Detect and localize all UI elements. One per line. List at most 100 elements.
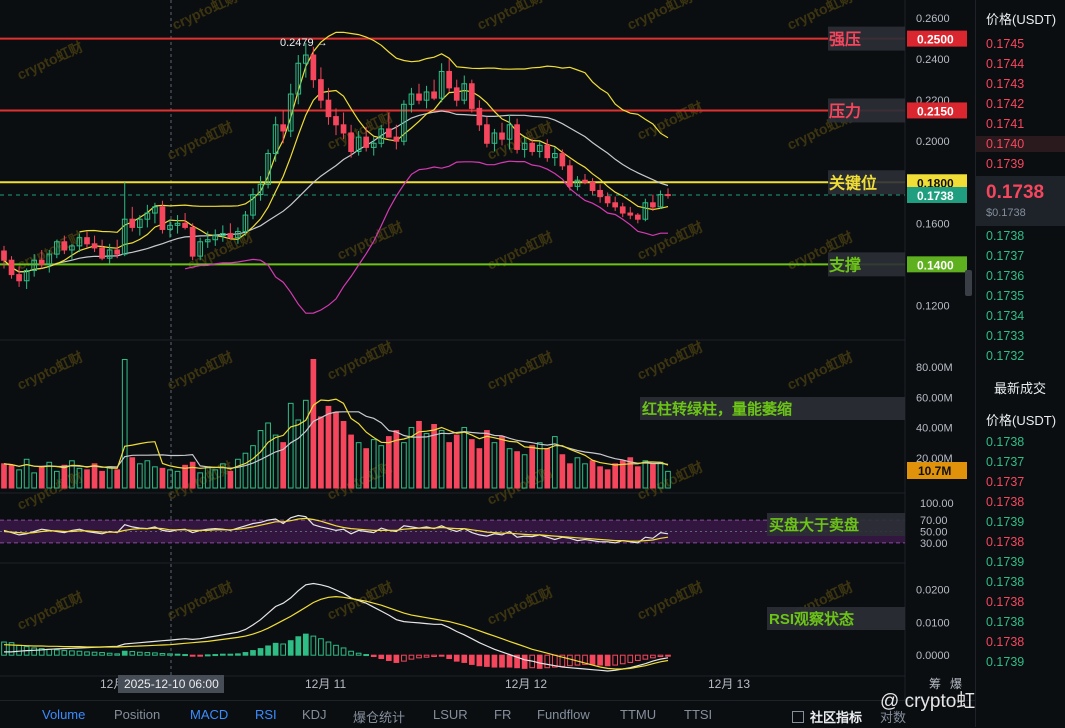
price-scale-handle[interactable] [965, 270, 972, 296]
macd-axis-tick: 0.0100 [916, 617, 950, 629]
ask-row[interactable]: 0.1744 [986, 57, 1025, 71]
tab-lsur[interactable]: LSUR [433, 707, 468, 722]
watermark: crypto虹财 [165, 118, 236, 162]
bid-row[interactable]: 0.1734 [986, 309, 1025, 323]
volume-bar [272, 434, 279, 489]
candle-body [657, 194, 664, 208]
candle-body [348, 132, 354, 152]
candle-body [468, 83, 475, 109]
macd-histogram-bar [227, 653, 234, 656]
macd-histogram-bar [401, 654, 407, 662]
candle-body [318, 79, 324, 101]
tab-rsi[interactable]: RSI [255, 707, 277, 722]
macd-histogram-bar [634, 654, 641, 661]
candle-body [536, 144, 543, 152]
candle-body [423, 91, 430, 101]
volume-bar [197, 472, 204, 489]
candle-body [265, 153, 271, 185]
volume-bar [604, 469, 611, 489]
candle-body [574, 179, 581, 187]
ask-row[interactable]: 0.1742 [986, 97, 1025, 111]
log-scale-toggle[interactable]: 对数 [880, 710, 907, 725]
volume-bar [318, 416, 324, 489]
volume-bar [106, 466, 113, 489]
macd-histogram-bar [340, 647, 347, 656]
macd-histogram-bar [257, 648, 264, 656]
volume-bar [544, 448, 551, 489]
bid-row[interactable]: 0.1738 [986, 229, 1025, 243]
volume-bar [499, 436, 505, 489]
macd-annotation: RSI观察状态 [769, 610, 854, 628]
tab-fr[interactable]: FR [494, 707, 512, 722]
volume-bar [506, 448, 513, 489]
candle-body [242, 214, 249, 233]
bid-row[interactable]: 0.1736 [986, 269, 1025, 283]
macd-histogram-bar [129, 651, 136, 656]
volume-bar [38, 466, 45, 489]
tab-position[interactable]: Position [114, 707, 161, 722]
tab-volume[interactable]: Volume [42, 707, 86, 722]
tab-liquidation-stats[interactable]: 爆仓统计 [353, 710, 406, 725]
volume-axis-tick: 40.00M [916, 423, 953, 435]
candle-body [69, 245, 75, 251]
price-chart-canvas[interactable]: crypto虹财 crypto虹财 crypto虹财 crypto虹财 crypto虹财… [0, 0, 975, 700]
bid-row[interactable]: 0.1733 [986, 329, 1025, 343]
candle-body [431, 91, 437, 99]
volume-bar [438, 430, 445, 489]
watermark: crypto虹财 [325, 108, 396, 152]
volume-bar [91, 463, 98, 489]
volume-bar [627, 457, 634, 489]
macd-histogram-bar [484, 654, 490, 667]
watermark: crypto虹财 [635, 578, 706, 622]
volume-bar [551, 436, 558, 489]
last-price-box [976, 176, 1065, 226]
macd-histogram-bar [242, 652, 249, 656]
level-price-tag-text: 0.2150 [917, 104, 954, 118]
macd-histogram-bar [280, 643, 287, 656]
volume-bar [265, 422, 271, 489]
macd-histogram-bar [99, 652, 105, 656]
volume-bar [431, 424, 437, 489]
candle-body [136, 218, 143, 228]
macd-histogram-bar [536, 654, 543, 669]
ask-row[interactable]: 0.1740 [986, 137, 1025, 151]
ask-row[interactable]: 0.1739 [986, 157, 1025, 171]
candle-body [385, 128, 392, 138]
ask-highlight [976, 136, 1065, 152]
macd-histogram-bar [348, 650, 354, 656]
volume-bar [295, 419, 302, 489]
macd-histogram-bar [446, 654, 453, 659]
candle-body [114, 249, 121, 255]
trade-row: 0.1738 [986, 435, 1025, 449]
ask-row[interactable]: 0.1743 [986, 77, 1025, 91]
candle-body [61, 241, 68, 251]
community-indicators-button[interactable]: 社区指标 [792, 707, 862, 726]
bid-row[interactable]: 0.1735 [986, 289, 1025, 303]
tab-kdj[interactable]: KDJ [302, 707, 327, 722]
ask-row[interactable]: 0.1741 [986, 117, 1025, 131]
tab-fundflow[interactable]: Fundflow [537, 707, 590, 722]
bid-row[interactable]: 0.1732 [986, 349, 1025, 363]
tab-ttmu[interactable]: TTMU [620, 707, 657, 722]
candle-body [174, 222, 181, 226]
macd-histogram-bar [650, 654, 656, 659]
ask-row[interactable]: 0.1745 [986, 37, 1025, 51]
macd-histogram-bar [461, 654, 468, 663]
crosshair-time-label: 2025-12-10 06:00 [124, 677, 219, 691]
tab-ttsi[interactable]: TTSI [684, 707, 713, 722]
macd-histogram-bar [642, 654, 649, 660]
macd-histogram-bar [385, 654, 392, 661]
time-axis-tick: 12月 12 [505, 677, 547, 691]
rsi-axis-tick: 100.00 [920, 498, 954, 510]
trade-row: 0.1738 [986, 615, 1025, 629]
candle-body [370, 142, 377, 148]
candle-body [129, 218, 136, 228]
volume-bar [167, 469, 173, 489]
volume-bar [1, 463, 7, 489]
bid-row[interactable]: 0.1737 [986, 249, 1025, 263]
candle-body [355, 136, 362, 152]
watermark: crypto虹财 [785, 348, 856, 392]
tab-macd[interactable]: MACD [190, 707, 229, 722]
candle-body [76, 237, 83, 247]
